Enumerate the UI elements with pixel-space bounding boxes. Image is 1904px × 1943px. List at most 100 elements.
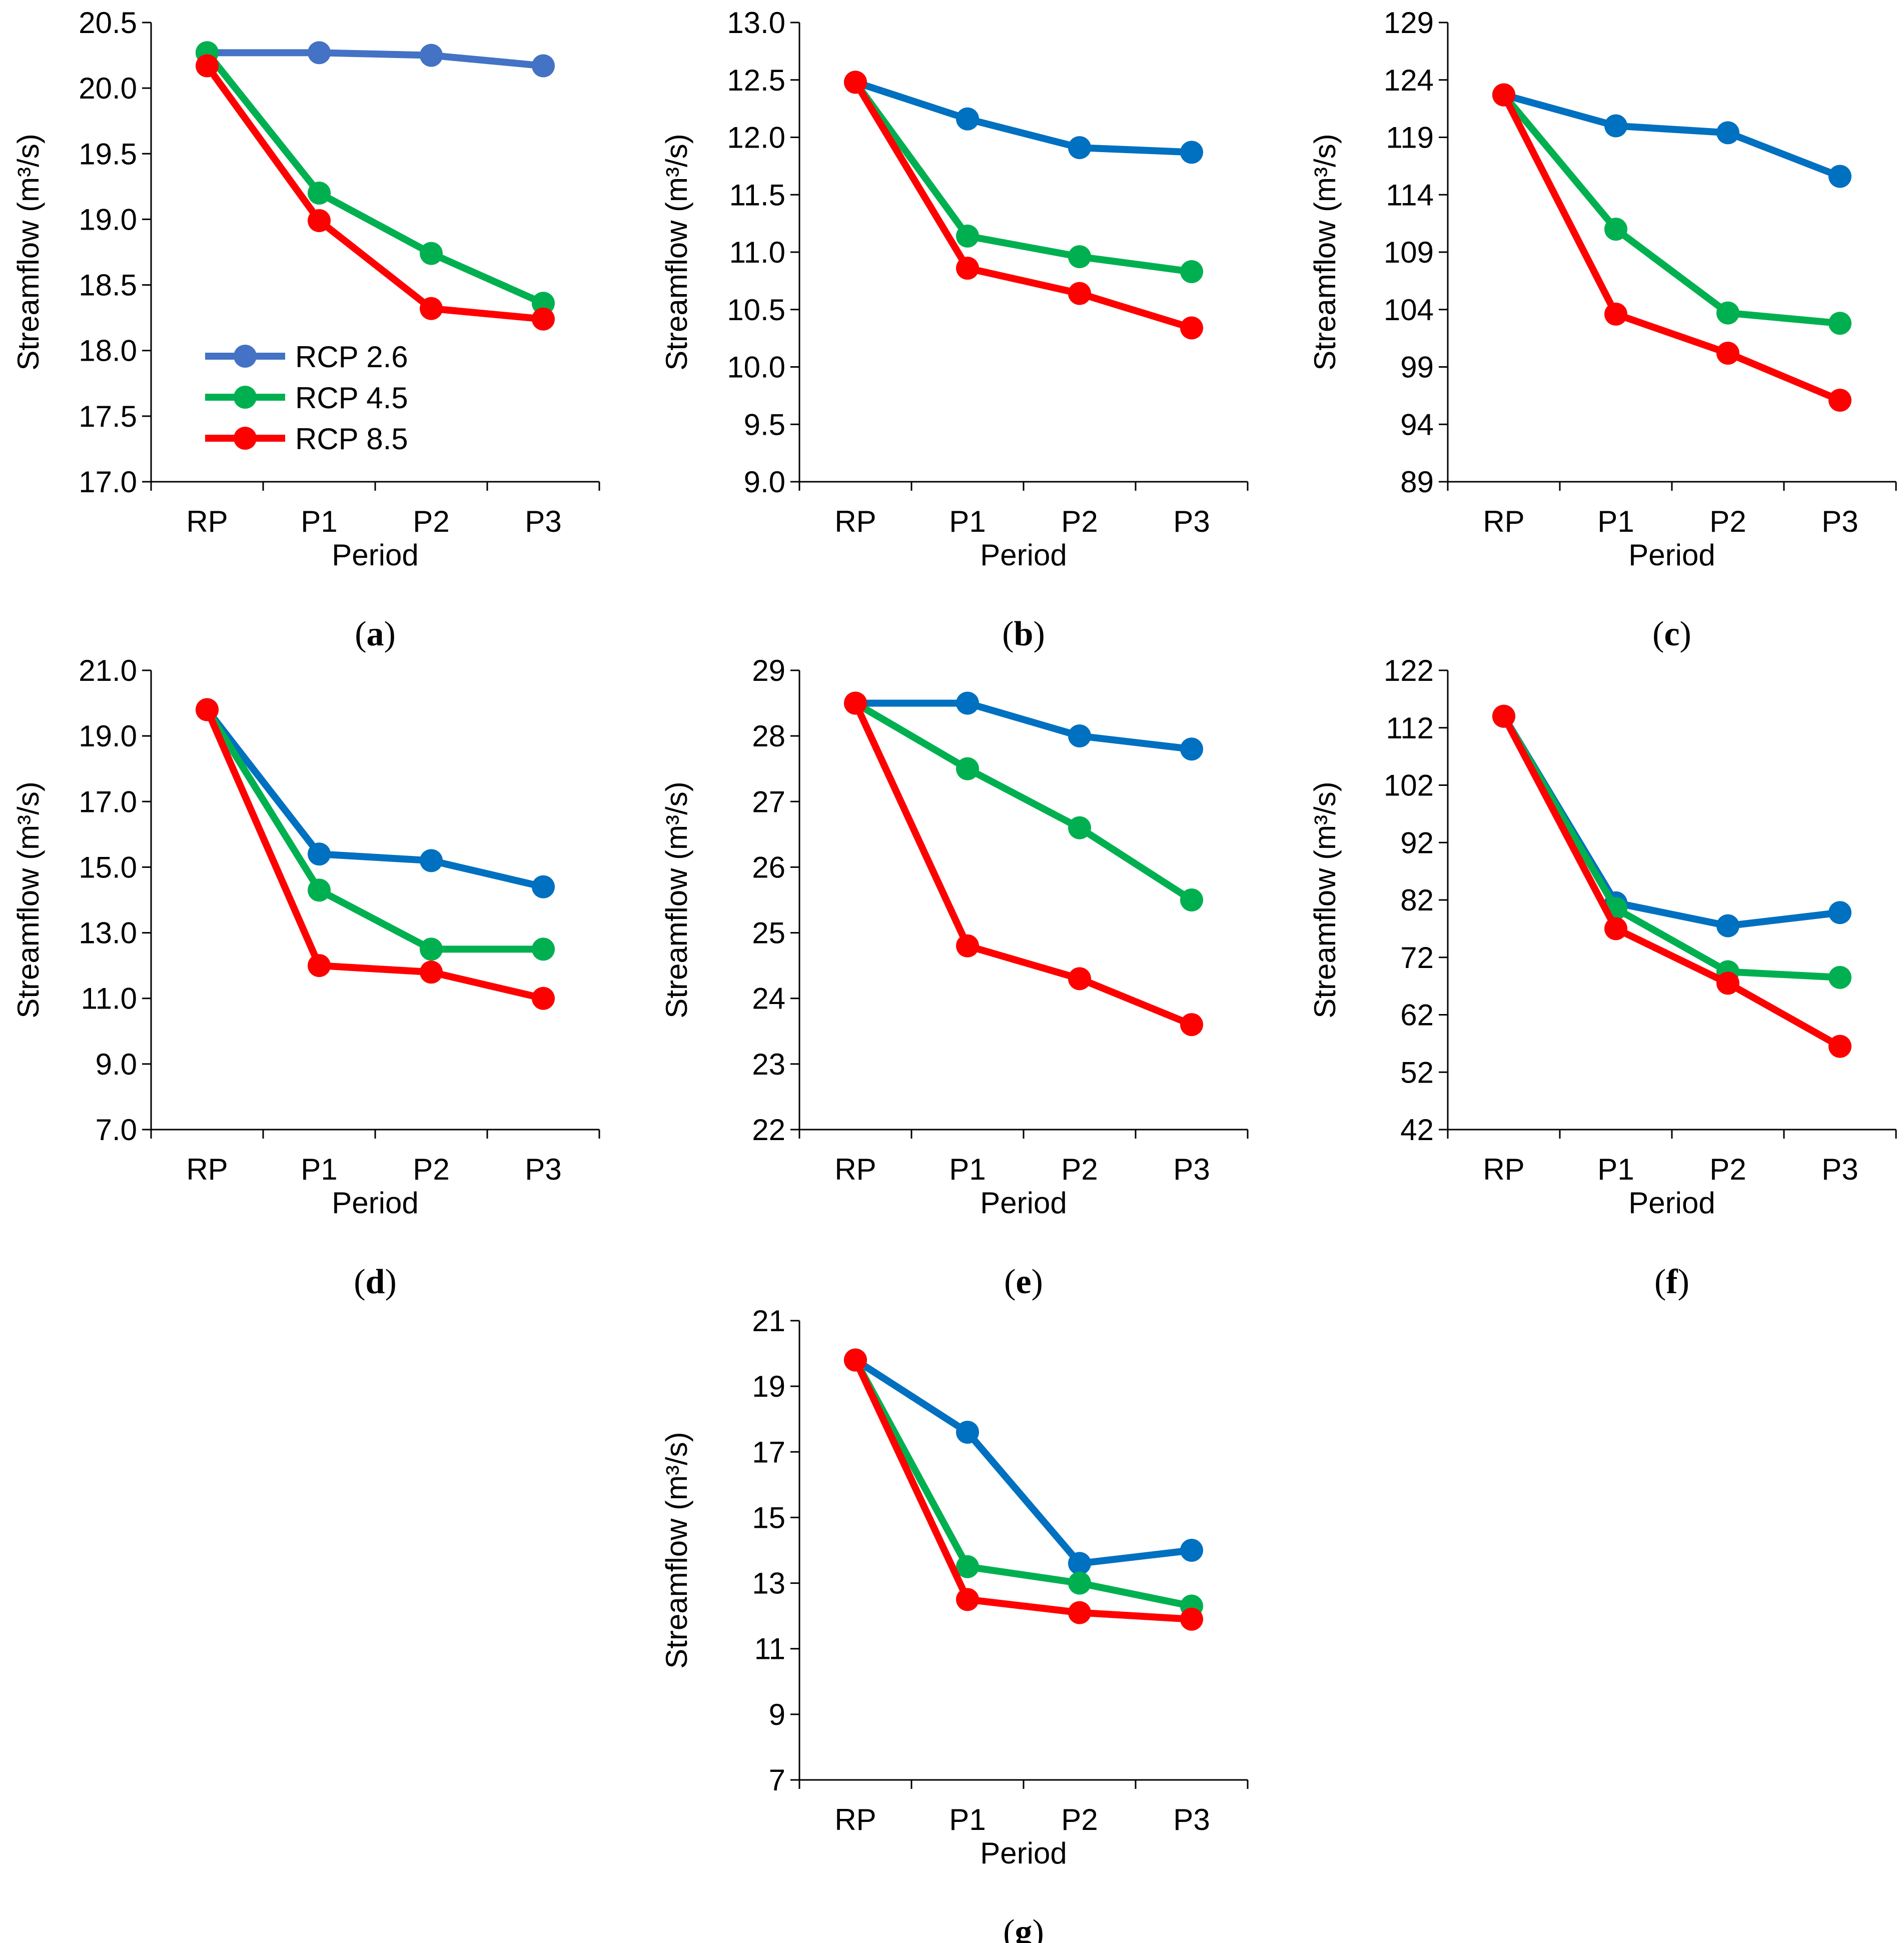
x-tick-label: P2: [413, 505, 449, 538]
chart-panel-a: 17.0 17.5 18.0 18.5 19.0 19.5 20.0 20.5 RP P1 P2 P3…: [12, 6, 600, 653]
panel-label-close-paren: ): [1678, 1263, 1689, 1301]
series-line: [852, 79, 1195, 156]
y-tick-label: 99: [1400, 351, 1434, 384]
data-point: [1068, 282, 1091, 305]
y-axis-title: Streamflow (m³/s): [660, 134, 693, 370]
chart-panel-g: 7 9 11 13 15 17 19 21 RP P1 P2 P3 Period Streamflow (…: [660, 1304, 1249, 1943]
y-tick-label: 11: [754, 1632, 785, 1666]
y-axis-title: Streamflow (m³/s): [12, 781, 45, 1018]
panel-label-open-paren: (: [354, 1263, 365, 1301]
series-rcp-2-6: [196, 41, 555, 78]
panel-label: (e): [1004, 1263, 1043, 1301]
y-tick-label: 17.0: [79, 785, 137, 818]
data-point: [1604, 218, 1627, 241]
legend-marker: [234, 345, 257, 368]
data-point: [1068, 816, 1091, 839]
y-tick-label: 13: [752, 1567, 785, 1600]
data-point: [844, 691, 867, 715]
x-tick-label: RP: [834, 1803, 876, 1836]
data-point: [956, 257, 979, 280]
data-point: [420, 960, 443, 984]
x-axis-title: Period: [980, 538, 1067, 572]
data-point: [1604, 302, 1627, 326]
data-point: [1828, 965, 1851, 989]
series-line: [204, 706, 547, 1002]
data-point: [1716, 972, 1739, 995]
series-rcp-8-5: [844, 691, 1203, 1037]
data-point: [1716, 301, 1739, 325]
data-point: [1828, 901, 1851, 924]
panel-label-letter: c: [1664, 615, 1679, 653]
data-point: [956, 1588, 979, 1611]
y-tick-label: 17: [752, 1435, 785, 1469]
data-point: [420, 242, 443, 265]
series-line: [852, 1356, 1195, 1610]
y-tick-label: 7.0: [96, 1113, 137, 1147]
data-point: [532, 54, 555, 78]
y-tick-label: 15.0: [79, 850, 137, 884]
y-tick-label: 19.5: [79, 137, 137, 171]
x-tick-label: P1: [301, 1153, 337, 1186]
series-line: [204, 706, 547, 953]
x-tick-label: P3: [1173, 1153, 1210, 1186]
y-tick-label: 9: [769, 1698, 785, 1731]
y-tick-label: 19.0: [79, 203, 137, 236]
data-point: [532, 307, 555, 331]
data-point: [532, 937, 555, 961]
y-tick-label: 109: [1384, 236, 1434, 269]
y-tick-label: 9.5: [744, 408, 785, 441]
panel-label-open-paren: (: [355, 615, 366, 653]
data-point: [308, 954, 331, 978]
y-tick-label: 89: [1400, 465, 1434, 499]
y-tick-label: 114: [1386, 178, 1434, 212]
series-line: [852, 79, 1195, 276]
y-tick-label: 9.0: [96, 1048, 137, 1081]
series-rcp-8-5: [844, 1348, 1203, 1631]
panel-label-close-paren: ): [385, 1263, 396, 1301]
x-tick-label: RP: [834, 505, 876, 538]
data-point: [420, 849, 443, 872]
data-point: [1068, 724, 1091, 748]
data-point: [1180, 737, 1203, 761]
series-line: [1500, 712, 1843, 981]
data-point: [1180, 1013, 1203, 1037]
y-axis-title: Streamflow (m³/s): [1308, 781, 1342, 1018]
legend-label: RCP 8.5: [295, 422, 408, 456]
data-point: [844, 71, 867, 94]
data-point: [420, 937, 443, 961]
data-point: [1068, 245, 1091, 269]
series-rcp-2-6: [844, 1348, 1203, 1575]
y-tick-label: 94: [1400, 408, 1434, 441]
y-tick-label: 24: [752, 982, 785, 1016]
panel-label-open-paren: (: [1002, 615, 1014, 653]
x-tick-label: P2: [1061, 1803, 1098, 1836]
panel-label: (a): [355, 615, 396, 653]
panel-label-close-paren: ): [1033, 615, 1045, 653]
y-tick-label: 10.5: [727, 293, 785, 327]
panel-label: (g): [1003, 1913, 1044, 1943]
panel-label: (c): [1652, 615, 1691, 653]
data-point: [1180, 1607, 1203, 1631]
panel-label-close-paren: ): [1032, 1263, 1043, 1301]
chart-panel-f: 42 52 62 72 82 92 102 112 122 RP P1 P2 P3 Period Strea…: [1308, 654, 1897, 1301]
y-tick-label: 26: [752, 850, 785, 884]
y-tick-label: 52: [1400, 1056, 1434, 1089]
series-rcp-4-5: [196, 698, 555, 961]
y-tick-label: 27: [752, 785, 785, 818]
y-tick-label: 112: [1386, 711, 1434, 745]
y-tick-label: 92: [1400, 826, 1434, 859]
x-tick-label: RP: [1483, 1153, 1524, 1186]
y-tick-label: 11.5: [729, 178, 785, 212]
panel-label-letter: f: [1666, 1263, 1678, 1301]
series-rcp-8-5: [1492, 83, 1851, 412]
data-point: [1180, 316, 1203, 340]
data-point: [1604, 114, 1627, 138]
y-tick-label: 82: [1400, 883, 1434, 917]
panel-label: (d): [354, 1263, 397, 1301]
x-axis-title: Period: [980, 1836, 1067, 1870]
y-tick-label: 72: [1400, 941, 1434, 975]
x-tick-label: P2: [413, 1153, 449, 1186]
y-tick-label: 12.0: [727, 121, 785, 155]
x-axis-title: Period: [980, 1186, 1067, 1220]
series-line: [1500, 91, 1843, 180]
